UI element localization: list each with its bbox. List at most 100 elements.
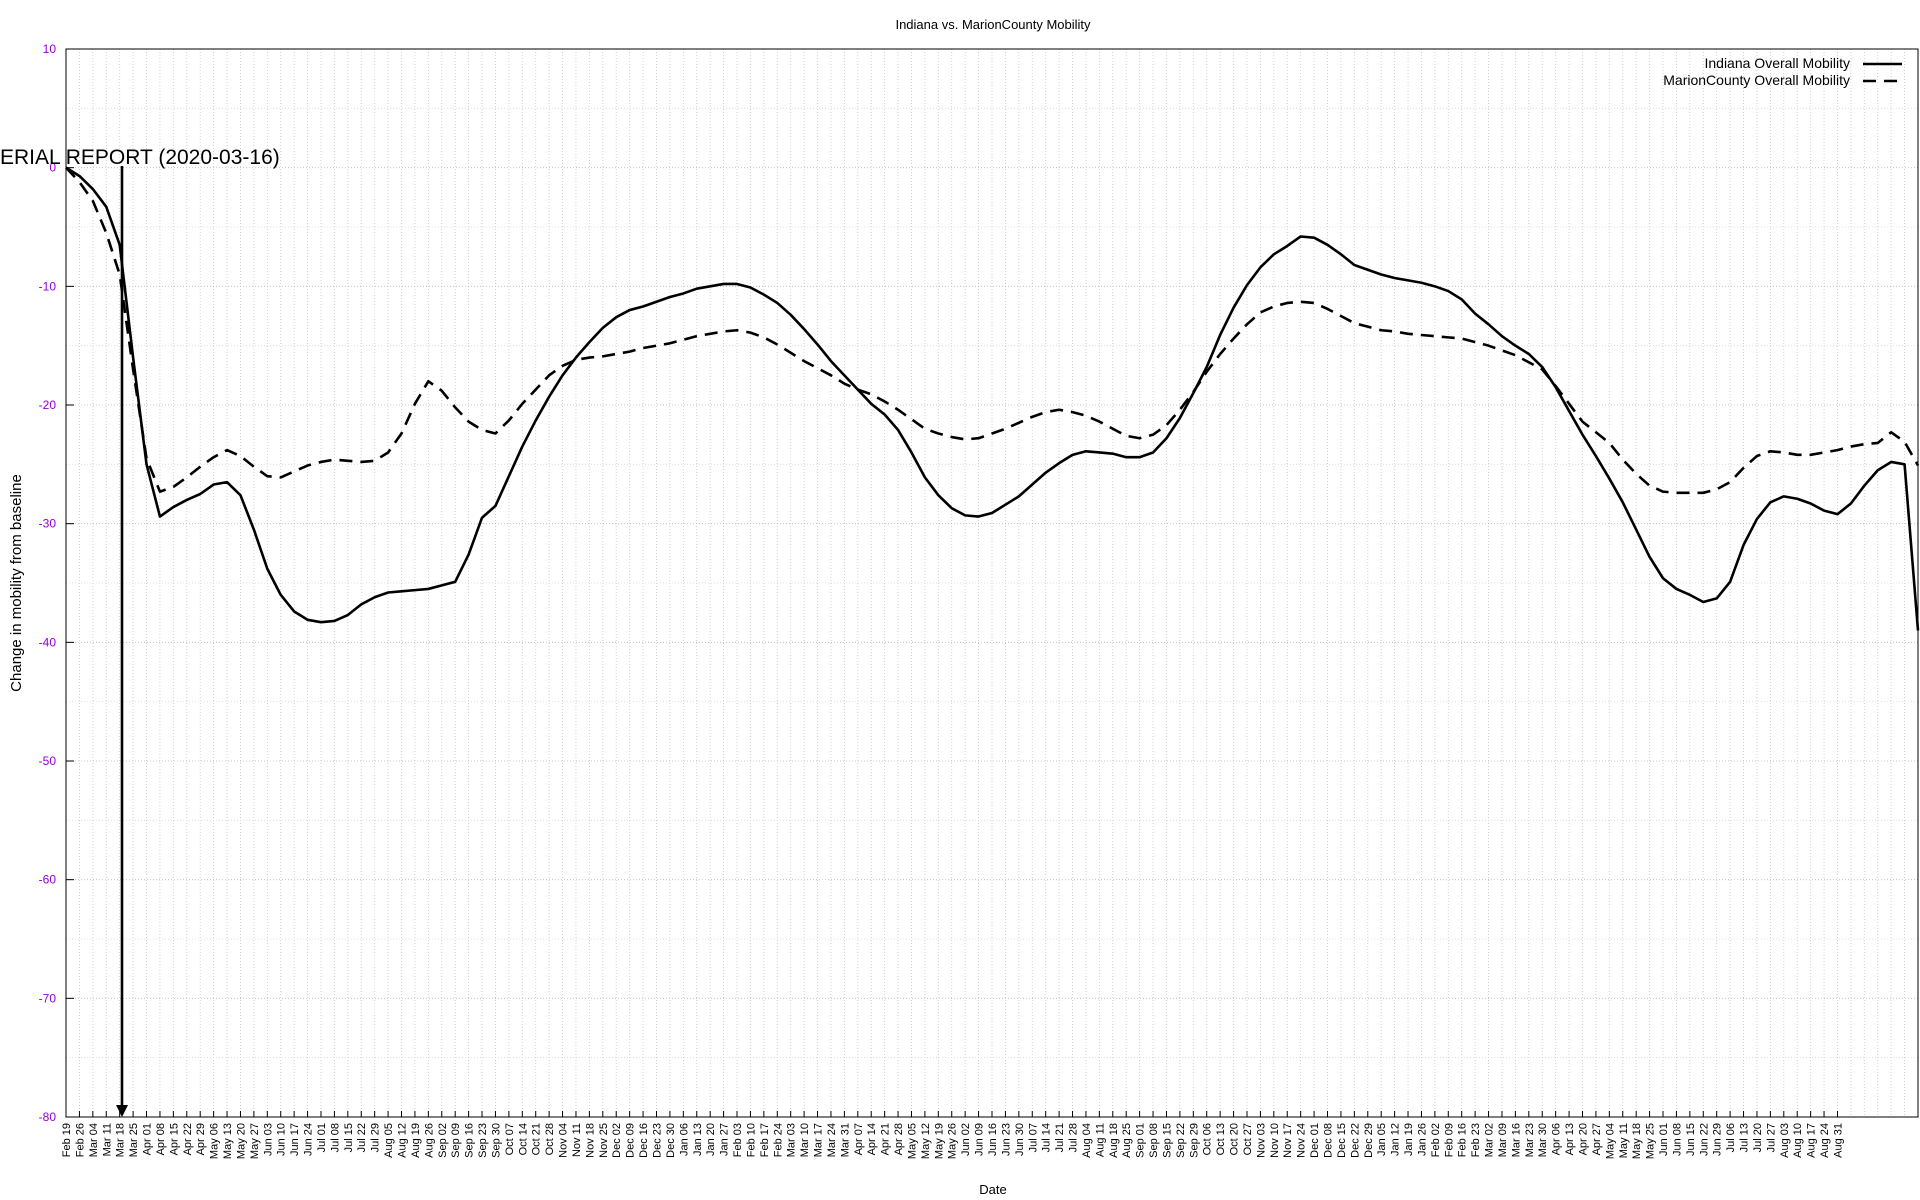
x-tick-label: Jun 09 [974, 1123, 986, 1156]
x-tick-label: Sep 01 [1135, 1123, 1147, 1158]
x-tick-label: Feb 17 [759, 1123, 771, 1157]
x-tick-label: Mar 11 [101, 1123, 113, 1156]
x-tick-label: Sep 15 [1161, 1123, 1173, 1158]
x-tick-label: Jan 26 [1416, 1123, 1428, 1156]
x-tick-label: Sep 30 [490, 1123, 502, 1158]
x-tick-label: Dec 15 [1336, 1123, 1348, 1158]
x-tick-label: Sep 02 [437, 1123, 449, 1158]
x-tick-label: Jan 20 [705, 1123, 717, 1156]
x-tick-label: Sep 08 [1148, 1123, 1160, 1158]
x-tick-label: Jul 20 [1752, 1123, 1764, 1152]
x-tick-label: Nov 10 [1269, 1123, 1281, 1158]
x-tick-label: Aug 17 [1806, 1123, 1818, 1158]
x-tick-label: Dec 09 [625, 1123, 637, 1158]
x-tick-label: Aug 25 [1121, 1123, 1133, 1158]
x-tick-label: Jun 03 [262, 1123, 274, 1156]
x-tick-label: Apr 06 [1551, 1123, 1563, 1155]
annotation: ERIAL REPORT (2020-03-16) [0, 146, 280, 169]
y-tick-label: 10 [43, 42, 57, 56]
x-tick-label: Apr 15 [168, 1123, 180, 1155]
x-tick-label: May 18 [1631, 1123, 1643, 1159]
x-tick-label: Sep 29 [1188, 1123, 1200, 1158]
x-tick-label: Jun 02 [960, 1123, 972, 1156]
x-tick-label: Jun 29 [1712, 1123, 1724, 1156]
y-tick-label: -60 [39, 873, 57, 887]
x-tick-label: May 04 [1604, 1123, 1616, 1159]
x-tick-label: Mar 09 [1497, 1123, 1509, 1157]
x-tick-label: Jan 12 [1390, 1123, 1402, 1156]
x-tick-label: Jul 08 [329, 1123, 341, 1152]
x-tick-label: May 11 [1618, 1123, 1630, 1158]
x-tick-label: Dec 08 [1323, 1123, 1335, 1158]
y-tick-label: -30 [39, 517, 57, 531]
y-tick-label: -40 [39, 635, 57, 649]
x-tick-label: Mar 30 [1537, 1123, 1549, 1157]
x-tick-label: May 25 [1645, 1123, 1657, 1159]
x-tick-label: Feb 26 [74, 1123, 86, 1157]
x-tick-label: Sep 23 [477, 1123, 489, 1158]
x-tick-label: Mar 31 [839, 1123, 851, 1157]
x-tick-label: Dec 01 [1309, 1123, 1321, 1158]
chart-title: Indiana vs. MarionCounty Mobility [895, 17, 1091, 32]
x-tick-label: Aug 04 [1081, 1123, 1093, 1158]
x-tick-label: Dec 29 [1363, 1123, 1375, 1158]
x-tick-label: May 05 [906, 1123, 918, 1159]
x-tick-label: Dec 30 [665, 1123, 677, 1158]
x-tick-label: Jun 24 [303, 1123, 315, 1156]
x-tick-label: Apr 20 [1577, 1123, 1589, 1155]
x-tick-label: Jun 16 [987, 1123, 999, 1156]
x-tick-label: Feb 16 [1457, 1123, 1469, 1157]
x-tick-label: Mar 25 [128, 1123, 140, 1157]
x-tick-label: Aug 31 [1832, 1123, 1844, 1158]
y-tick-label: -80 [39, 1110, 57, 1124]
x-tick-label: Oct 27 [1242, 1123, 1254, 1155]
x-tick-label: Jul 01 [316, 1123, 328, 1152]
x-tick-label: Jun 22 [1698, 1123, 1710, 1156]
x-tick-label: Aug 18 [1108, 1123, 1120, 1158]
x-tick-label: Mar 02 [1484, 1123, 1496, 1157]
arrow-head [116, 1105, 128, 1117]
x-tick-label: Sep 16 [464, 1123, 476, 1158]
x-tick-label: Nov 04 [558, 1123, 570, 1158]
x-tick-label: Jan 06 [678, 1123, 690, 1156]
x-tick-label: Jan 13 [692, 1123, 704, 1156]
x-tick-label: Mar 23 [1524, 1123, 1536, 1157]
x-tick-label: Mar 16 [1510, 1123, 1522, 1157]
x-tick-label: Apr 07 [853, 1123, 865, 1155]
x-tick-label: May 20 [235, 1123, 247, 1159]
x-tick-label: Jun 23 [1000, 1123, 1012, 1156]
x-tick-label: Aug 10 [1792, 1123, 1804, 1158]
y-tick-label: -10 [39, 279, 57, 293]
x-tick-label: May 19 [933, 1123, 945, 1159]
legend-label: Indiana Overall Mobility [1704, 55, 1850, 71]
x-tick-label: Dec 22 [1349, 1123, 1361, 1158]
series-line [65, 166, 1920, 495]
x-tick-label: Oct 21 [531, 1123, 543, 1155]
x-tick-label: Aug 03 [1779, 1123, 1791, 1158]
x-tick-label: Apr 29 [195, 1123, 207, 1155]
x-tick-label: Jul 28 [1068, 1123, 1080, 1152]
x-tick-label: Feb 19 [61, 1123, 73, 1157]
x-tick-label: Nov 18 [584, 1123, 596, 1158]
x-tick-label: Apr 27 [1591, 1123, 1603, 1155]
x-tick-label: Mar 17 [813, 1123, 825, 1157]
x-tick-label: Feb 03 [732, 1123, 744, 1157]
x-tick-label: Oct 20 [1229, 1123, 1241, 1155]
x-tick-label: Nov 17 [1282, 1123, 1294, 1158]
x-tick-label: Mar 10 [799, 1123, 811, 1157]
x-tick-label: Nov 03 [1255, 1123, 1267, 1158]
x-tick-label: Jan 05 [1376, 1123, 1388, 1156]
x-tick-label: May 26 [947, 1123, 959, 1159]
x-axis-label: Date [979, 1182, 1006, 1197]
x-tick-label: Jun 10 [276, 1123, 288, 1156]
x-tick-label: Apr 14 [866, 1123, 878, 1155]
x-tick-label: Aug 11 [1094, 1123, 1106, 1157]
x-tick-label: Dec 16 [638, 1123, 650, 1158]
series-line [65, 166, 1920, 631]
x-tick-label: May 06 [209, 1123, 221, 1159]
x-tick-label: Jul 13 [1739, 1123, 1751, 1152]
x-tick-label: Apr 28 [893, 1123, 905, 1155]
x-tick-label: Jul 22 [356, 1123, 368, 1152]
x-tick-label: Aug 12 [397, 1123, 409, 1158]
